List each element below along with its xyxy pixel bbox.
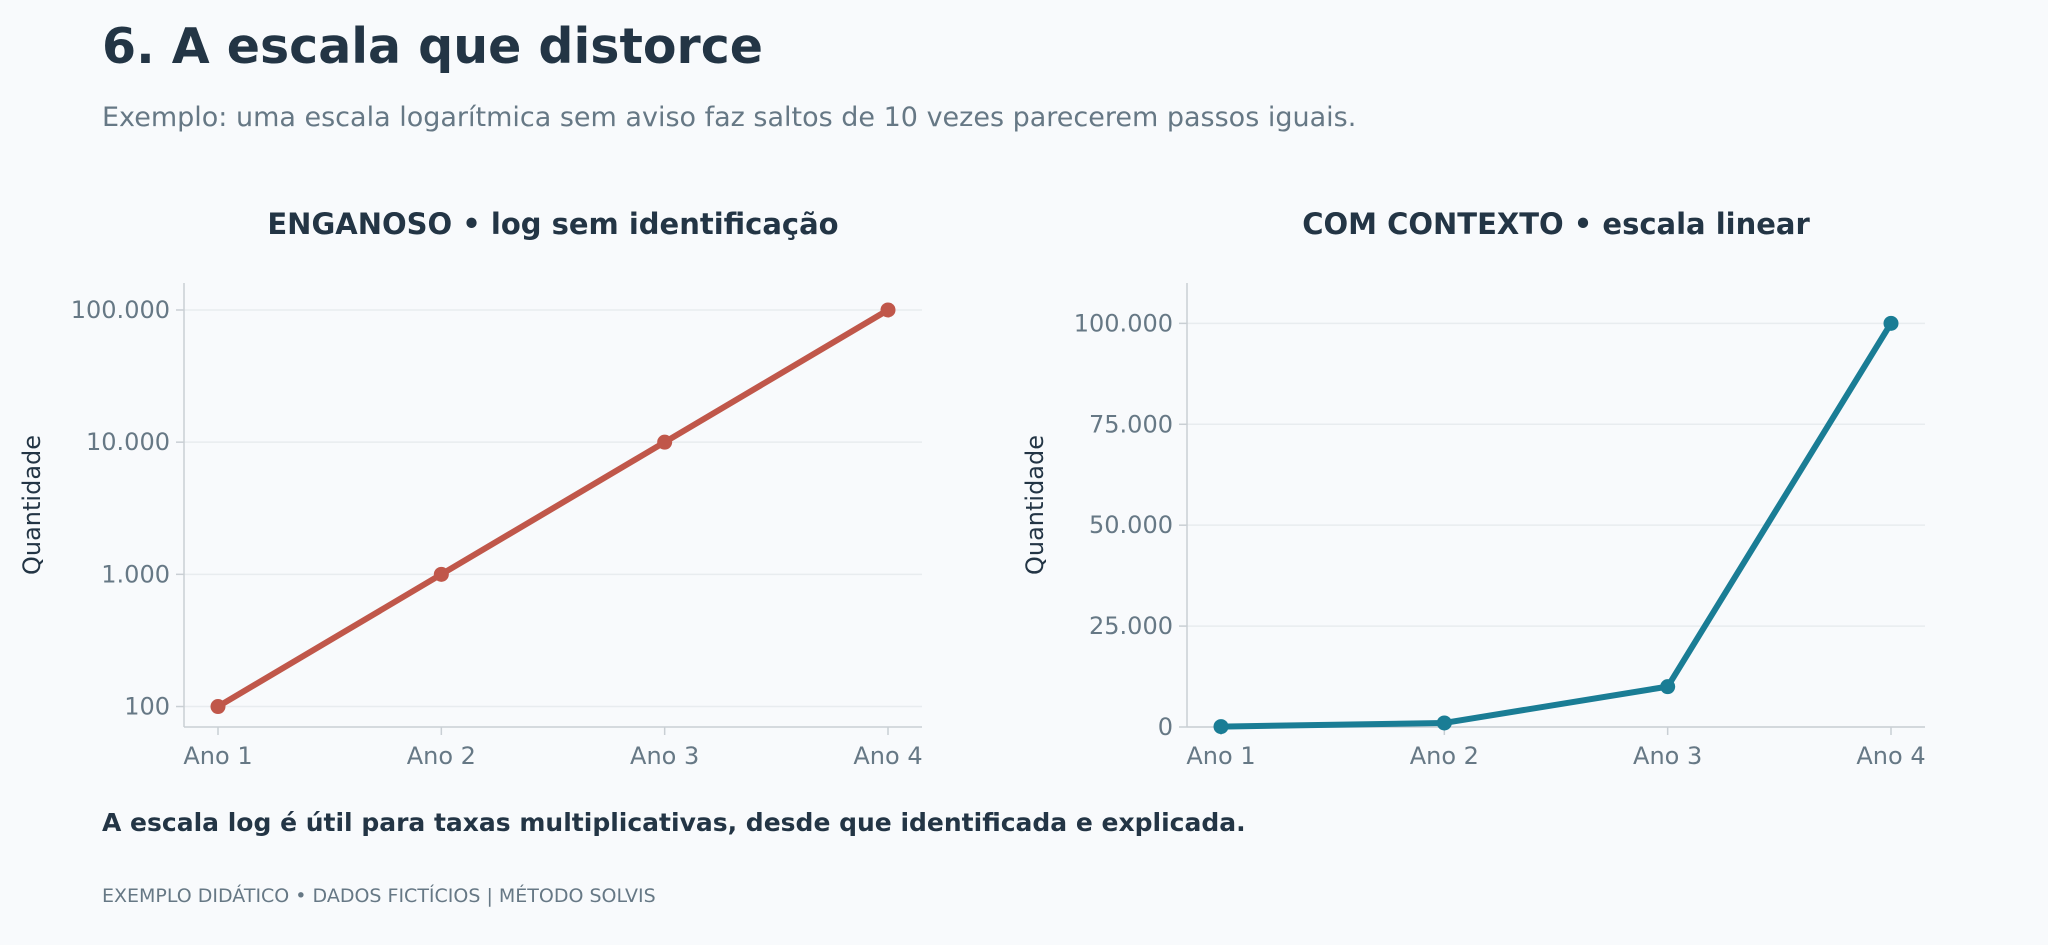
chart-1: ENGANOSO • log sem identificação 100 1.000… (18, 207, 923, 770)
x-tick-label: Ano 4 (853, 742, 922, 770)
x-tick-label: Ano 2 (1410, 742, 1479, 770)
data-point (1436, 715, 1452, 731)
y-axis-label: Quantidade (18, 435, 46, 575)
data-point (1213, 719, 1229, 735)
data-point (880, 302, 896, 318)
y-tick-label: 0 (1158, 713, 1173, 741)
chart-title: COM CONTEXTO • escala linear (1302, 207, 1810, 241)
data-point (657, 434, 673, 450)
series-line (1218, 320, 1894, 730)
x-tick-label: Ano 1 (183, 742, 252, 770)
x-tick-label: Ano 1 (1186, 742, 1255, 770)
footer-credit: EXEMPLO DIDÁTICO • DADOS FICTÍCIOS | MÉT… (102, 885, 656, 907)
y-tick-label: 100.000 (71, 296, 170, 324)
y-tick-label: 100 (124, 693, 170, 721)
page-title: 6. A escala que distorce (102, 18, 763, 75)
chart-title: ENGANOSO • log sem identificação (267, 207, 838, 241)
y-tick-label: 25.000 (1089, 612, 1173, 640)
takeaway-note: A escala log é útil para taxas multiplic… (102, 808, 1246, 837)
y-tick-label: 100.000 (1074, 309, 1173, 337)
y-tick-label: 50.000 (1089, 511, 1173, 539)
y-tick-label: 1.000 (101, 560, 170, 588)
x-tick-label: Ano 4 (1856, 742, 1925, 770)
x-tick-label: Ano 2 (407, 742, 476, 770)
data-point (210, 699, 226, 715)
page-subtitle: Exemplo: uma escala logarítmica sem avis… (102, 102, 1357, 133)
data-point (433, 566, 449, 582)
series-line (215, 306, 891, 710)
y-axis-label: Quantidade (1021, 435, 1049, 575)
x-tick-label: Ano 3 (1633, 742, 1702, 770)
data-point (1660, 679, 1676, 695)
y-tick-label: 10.000 (86, 428, 170, 456)
chart-2: COM CONTEXTO • escala linear 0 25.000 50.00… (1021, 207, 1926, 770)
y-tick-label: 75.000 (1089, 410, 1173, 438)
data-point (1883, 315, 1899, 331)
x-tick-label: Ano 3 (630, 742, 699, 770)
